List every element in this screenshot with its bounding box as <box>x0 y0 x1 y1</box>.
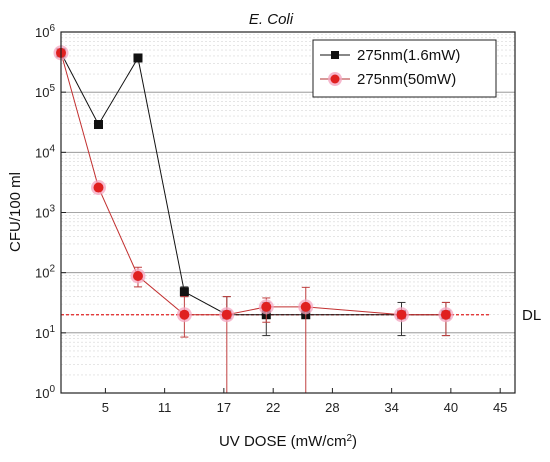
data-point <box>300 301 311 312</box>
chart-title: E. Coli <box>249 11 294 28</box>
x-tick-label: 17 <box>217 400 231 415</box>
data-point <box>221 309 232 320</box>
data-point <box>93 182 104 193</box>
y-tick-label: 100 <box>35 384 55 401</box>
x-tick-label: 28 <box>325 400 339 415</box>
x-tick-label: 22 <box>266 400 280 415</box>
data-point <box>261 301 272 312</box>
legend-label-1: 275nm(1.6mW) <box>357 47 460 64</box>
y-tick-label: 104 <box>35 143 55 160</box>
data-point <box>132 271 143 282</box>
legend-marker-2 <box>330 74 340 84</box>
series-2 <box>53 45 454 393</box>
legend-label-2: 275nm(50mW) <box>357 71 456 88</box>
y-tick-label: 103 <box>35 204 55 221</box>
y-tick-label: 101 <box>35 324 55 341</box>
data-point <box>179 309 190 320</box>
y-tick-label: 106 <box>35 23 55 40</box>
y-axis-ticks: 100 101 102 103 104 105 106 <box>35 23 66 401</box>
data-point <box>133 53 143 63</box>
legend-marker-1 <box>331 51 339 59</box>
legend-box <box>312 39 497 98</box>
data-point <box>396 309 407 320</box>
detection-limit-label: DL <box>522 307 541 324</box>
data-point <box>179 287 189 297</box>
x-tick-label: 34 <box>384 400 398 415</box>
x-tick-label: 45 <box>493 400 507 415</box>
data-point <box>440 309 451 320</box>
data-point <box>94 120 104 130</box>
series-layer <box>53 45 454 393</box>
y-tick-label: 102 <box>35 264 55 281</box>
y-axis-title: CFU/100 ml <box>7 172 24 252</box>
x-tick-label: 5 <box>102 400 109 415</box>
x-axis-title: UV DOSE (mW/cm2) <box>219 433 357 451</box>
x-tick-label: 11 <box>158 400 172 415</box>
x-axis-ticks: 5 11 17 22 28 34 40 45 <box>102 388 507 415</box>
x-tick-label: 40 <box>444 400 458 415</box>
y-tick-label: 105 <box>35 83 55 100</box>
legend: 275nm(1.6mW) 275nm(50mW) <box>312 39 497 98</box>
